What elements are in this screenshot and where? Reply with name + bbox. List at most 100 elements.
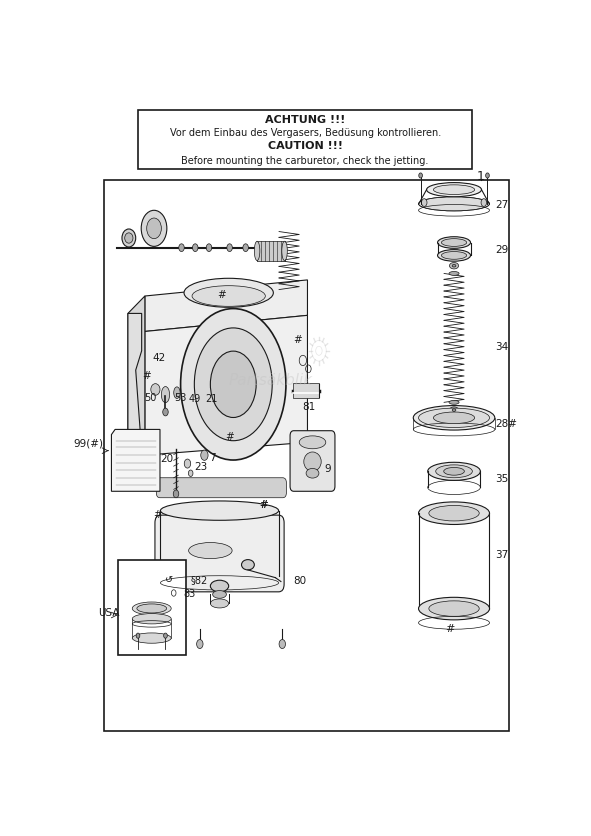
Text: Before mounting the carburetor, check the jetting.: Before mounting the carburetor, check th… bbox=[181, 155, 429, 166]
Text: 83: 83 bbox=[184, 589, 196, 599]
Bar bbox=[138, 110, 472, 170]
Ellipse shape bbox=[282, 242, 287, 261]
Polygon shape bbox=[128, 297, 145, 474]
Text: Vor dem Einbau des Vergasers, Bedüsung kontrollieren.: Vor dem Einbau des Vergasers, Bedüsung k… bbox=[170, 128, 441, 138]
Ellipse shape bbox=[449, 263, 459, 270]
Ellipse shape bbox=[125, 233, 133, 244]
Ellipse shape bbox=[437, 237, 470, 249]
Bar bbox=[293, 384, 319, 399]
Ellipse shape bbox=[174, 387, 180, 399]
Text: ACHTUNG !!!: ACHTUNG !!! bbox=[265, 115, 345, 125]
Text: #: # bbox=[153, 509, 162, 519]
Ellipse shape bbox=[210, 599, 229, 609]
Ellipse shape bbox=[213, 591, 226, 599]
Ellipse shape bbox=[452, 410, 456, 412]
Ellipse shape bbox=[161, 387, 170, 403]
Circle shape bbox=[178, 244, 184, 252]
Circle shape bbox=[193, 244, 198, 252]
Circle shape bbox=[164, 634, 167, 639]
Ellipse shape bbox=[427, 183, 482, 197]
Bar bbox=[103, 181, 509, 732]
Text: #: # bbox=[142, 371, 151, 381]
Ellipse shape bbox=[418, 598, 489, 620]
Bar bbox=[118, 560, 186, 655]
Circle shape bbox=[184, 460, 191, 468]
Ellipse shape bbox=[181, 309, 286, 461]
Text: 99(#): 99(#) bbox=[73, 438, 103, 448]
Ellipse shape bbox=[452, 265, 456, 268]
Ellipse shape bbox=[122, 230, 136, 247]
Text: 29: 29 bbox=[495, 245, 508, 255]
Ellipse shape bbox=[429, 601, 479, 617]
Text: 53: 53 bbox=[174, 393, 186, 403]
Ellipse shape bbox=[192, 287, 265, 307]
Text: #: # bbox=[293, 334, 302, 344]
Text: #: # bbox=[445, 623, 454, 633]
Ellipse shape bbox=[132, 602, 171, 615]
Ellipse shape bbox=[433, 186, 475, 196]
Circle shape bbox=[189, 471, 193, 477]
FancyBboxPatch shape bbox=[156, 478, 287, 498]
Ellipse shape bbox=[132, 614, 171, 624]
Ellipse shape bbox=[160, 502, 278, 521]
Ellipse shape bbox=[433, 412, 475, 424]
Circle shape bbox=[197, 640, 203, 649]
Circle shape bbox=[163, 409, 168, 416]
Text: 50: 50 bbox=[145, 393, 157, 403]
Text: ↺: ↺ bbox=[165, 574, 173, 584]
Ellipse shape bbox=[449, 273, 459, 276]
Ellipse shape bbox=[437, 250, 470, 262]
Text: #: # bbox=[225, 431, 234, 441]
Text: 35: 35 bbox=[495, 473, 508, 483]
Ellipse shape bbox=[151, 385, 160, 395]
Ellipse shape bbox=[413, 406, 495, 431]
Ellipse shape bbox=[184, 279, 274, 308]
Ellipse shape bbox=[137, 604, 167, 614]
Circle shape bbox=[419, 174, 423, 179]
Circle shape bbox=[243, 244, 248, 252]
Polygon shape bbox=[145, 281, 307, 332]
Text: 21: 21 bbox=[205, 394, 217, 403]
Ellipse shape bbox=[242, 560, 254, 570]
Ellipse shape bbox=[441, 252, 467, 260]
FancyBboxPatch shape bbox=[155, 516, 284, 592]
Circle shape bbox=[486, 174, 489, 179]
Text: 9: 9 bbox=[324, 463, 330, 473]
Text: 37: 37 bbox=[495, 549, 508, 559]
Circle shape bbox=[206, 244, 212, 252]
Text: 28#: 28# bbox=[495, 419, 517, 429]
Text: Partsäkblik: Partsäkblik bbox=[229, 373, 313, 388]
Text: 7: 7 bbox=[209, 452, 216, 462]
Text: 34: 34 bbox=[495, 341, 508, 351]
Text: 49: 49 bbox=[189, 394, 201, 403]
Ellipse shape bbox=[194, 329, 272, 441]
Ellipse shape bbox=[441, 239, 467, 247]
Circle shape bbox=[173, 491, 178, 498]
Ellipse shape bbox=[449, 407, 459, 414]
Ellipse shape bbox=[306, 469, 319, 478]
Text: 27: 27 bbox=[495, 200, 508, 210]
Text: §82: §82 bbox=[190, 574, 207, 584]
Ellipse shape bbox=[449, 401, 459, 405]
Text: 80: 80 bbox=[294, 575, 307, 585]
Ellipse shape bbox=[189, 543, 232, 559]
Text: #: # bbox=[259, 500, 268, 510]
Text: CAUTION !!!: CAUTION !!! bbox=[268, 141, 343, 151]
Ellipse shape bbox=[132, 633, 171, 644]
FancyBboxPatch shape bbox=[290, 431, 335, 492]
Circle shape bbox=[141, 211, 167, 247]
Ellipse shape bbox=[436, 466, 472, 478]
Text: USA: USA bbox=[98, 607, 119, 617]
Circle shape bbox=[147, 219, 161, 239]
Text: #: # bbox=[259, 500, 268, 510]
Polygon shape bbox=[128, 314, 142, 474]
Circle shape bbox=[227, 244, 232, 252]
Ellipse shape bbox=[210, 352, 256, 418]
Ellipse shape bbox=[429, 506, 479, 522]
Polygon shape bbox=[145, 316, 307, 456]
Ellipse shape bbox=[254, 242, 260, 261]
Text: 23: 23 bbox=[194, 461, 207, 471]
Ellipse shape bbox=[418, 197, 489, 212]
Bar bbox=[257, 242, 285, 261]
Circle shape bbox=[136, 634, 140, 639]
